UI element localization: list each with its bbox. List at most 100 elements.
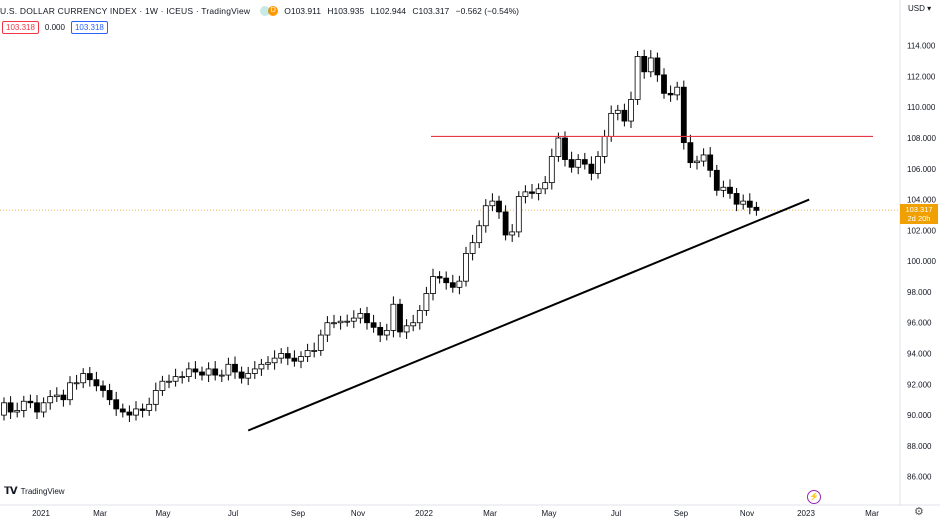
delayed-data-icon: D: [268, 6, 279, 16]
candle-up: [469, 242, 476, 254]
candle-down: [727, 186, 733, 194]
candle-up: [311, 350, 318, 352]
candle-up: [555, 137, 562, 157]
chart-title: U.S. DOLLAR CURRENCY INDEX · 1W · ICEUS …: [0, 6, 251, 16]
x-tick-label: 2022: [415, 509, 433, 518]
x-tick-label: Nov: [351, 509, 365, 518]
candle-up: [601, 136, 608, 157]
candle-up: [40, 402, 47, 413]
candle-down: [192, 368, 199, 373]
candle-down: [443, 277, 450, 284]
candle-up: [152, 390, 159, 405]
candle-up: [390, 303, 397, 331]
candle-down: [588, 163, 595, 174]
candle-down: [34, 402, 40, 413]
candle-up: [271, 357, 278, 364]
candle-up: [350, 317, 357, 322]
candle-down: [568, 159, 575, 168]
candle-up: [218, 374, 225, 377]
candle-down: [364, 313, 370, 324]
y-tick-label: 86.000: [907, 473, 932, 482]
gear-icon[interactable]: ⚙: [914, 506, 924, 518]
candle-up: [53, 394, 60, 398]
candle-down: [100, 385, 106, 391]
candle-down: [284, 353, 291, 359]
candle-down: [397, 303, 403, 333]
ohlc-low: L102.944: [370, 6, 407, 16]
x-tick-label: May: [541, 509, 556, 518]
bar-countdown: 2d 20h: [907, 214, 931, 224]
ohlc-readout: O103.911 H103.935 L102.944 C103.317 −0.5…: [284, 6, 523, 16]
tv-logo-icon: 𝗧𝗩: [4, 486, 18, 497]
candle-up: [634, 56, 641, 100]
ohlc-close: C103.317: [412, 6, 450, 16]
candle-up: [324, 322, 331, 336]
candle-up: [166, 380, 172, 383]
candle-up: [410, 322, 417, 327]
x-tick-label: Jul: [228, 509, 238, 518]
candle-down: [621, 109, 628, 122]
candle-down: [27, 400, 34, 404]
candle-up: [489, 200, 496, 207]
candle-up: [423, 293, 430, 311]
chart-header: U.S. DOLLAR CURRENCY INDEX · 1W · ICEUS …: [0, 4, 523, 18]
candle-down: [502, 211, 509, 236]
candle-down: [449, 282, 456, 288]
candle-up: [304, 350, 311, 358]
candle-up: [595, 156, 601, 174]
candle-down: [654, 57, 661, 76]
candle-up: [265, 362, 271, 365]
candle-down: [199, 371, 205, 376]
currency-text: USD: [908, 4, 925, 13]
candle-down: [687, 142, 694, 164]
status-dots: D: [260, 6, 279, 16]
currency-label[interactable]: USD ▾: [908, 4, 931, 13]
candle-up: [608, 112, 615, 137]
tradingview-logo[interactable]: 𝗧𝗩 TradingView: [4, 486, 65, 497]
support-trendline[interactable]: [247, 198, 810, 432]
candle-down: [232, 363, 238, 373]
candle-up: [522, 191, 529, 197]
candle-down: [106, 390, 113, 401]
y-tick-label: 112.000: [907, 72, 936, 81]
y-tick-label: 108.000: [907, 134, 936, 143]
candle-up: [298, 356, 304, 362]
candle-up: [740, 200, 747, 205]
candle-up: [628, 99, 634, 122]
candle-up: [509, 231, 516, 236]
x-tick-label: May: [155, 509, 170, 518]
candle-down: [126, 411, 133, 416]
market-status-icon: [260, 6, 271, 16]
candle-up: [146, 403, 153, 411]
x-tick-label: Mar: [483, 509, 497, 518]
y-tick-label: 98.000: [907, 288, 932, 297]
candle-up: [185, 368, 192, 378]
candle-down: [661, 74, 667, 94]
candle-up: [67, 382, 73, 401]
x-tick-label: Sep: [674, 509, 689, 518]
candle-down: [707, 154, 714, 171]
y-tick-label: 104.000: [907, 196, 936, 205]
candle-up: [278, 353, 285, 359]
last-price-tag: 103.317 2d 20h: [900, 204, 938, 225]
y-tick-label: 102.000: [907, 226, 936, 235]
candle-down: [212, 368, 219, 376]
candle-up: [159, 380, 166, 391]
ohlc-high: H103.935: [327, 6, 365, 16]
candle-down: [370, 322, 377, 328]
candle-down: [60, 394, 67, 401]
ohlc-change: −0.562 (−0.54%): [455, 6, 519, 16]
sell-price-badge[interactable]: 103.318: [2, 21, 39, 34]
x-tick-label: 2023: [797, 509, 815, 518]
candle-up: [694, 160, 700, 164]
lightning-icon[interactable]: ⚡: [807, 490, 821, 504]
x-tick-label: Jul: [611, 509, 621, 518]
candle-down: [667, 92, 674, 96]
candle-up: [542, 182, 549, 190]
tv-logo-text: TradingView: [20, 487, 65, 496]
buy-price-badge[interactable]: 103.318: [70, 21, 108, 34]
candle-up: [482, 205, 489, 227]
candle-up: [647, 57, 654, 73]
y-tick-label: 88.000: [907, 442, 932, 451]
